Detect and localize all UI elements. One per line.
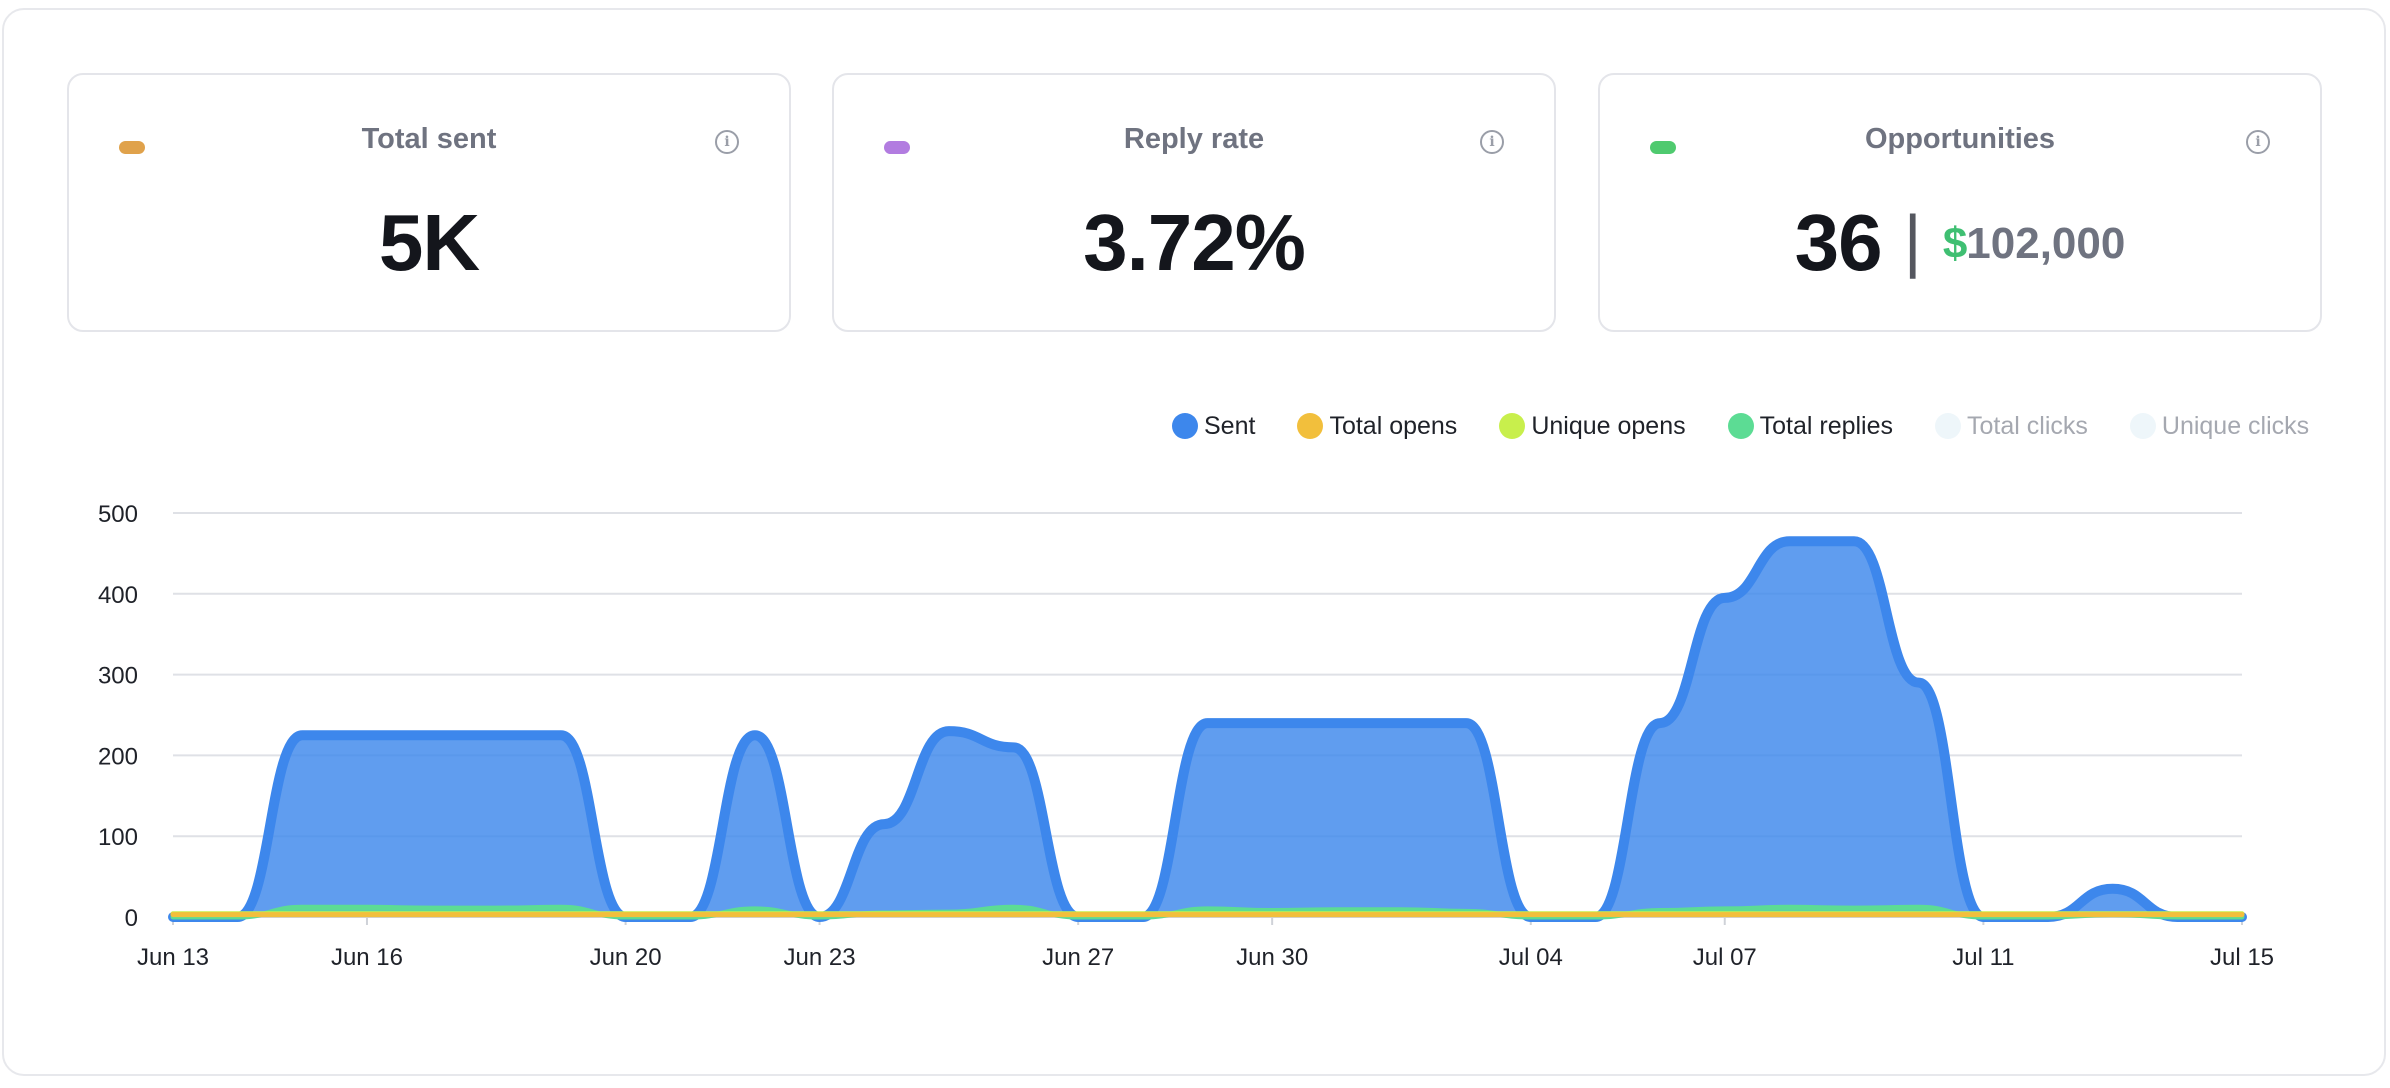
card-title: Opportunities <box>1864 123 2056 155</box>
legend-label: Sent <box>1204 411 1256 440</box>
card-title: Total sent <box>361 123 497 155</box>
info-icon[interactable]: i <box>1480 130 1504 154</box>
y-tick-label: 500 <box>98 501 138 528</box>
chart-legend: Sent Total opens Unique opens Total repl… <box>1172 408 2309 444</box>
card-title: Reply rate <box>1123 123 1265 155</box>
y-tick-label: 100 <box>98 824 138 851</box>
legend-swatch <box>1935 413 1962 439</box>
legend-label: Unique clicks <box>2161 411 2310 440</box>
legend-label: Total opens <box>1329 411 1458 440</box>
series-area-sent <box>173 541 2242 917</box>
x-tick-label: Jul 04 <box>1499 944 1563 971</box>
legend-item-sent[interactable]: Sent <box>1172 412 1255 441</box>
opportunity-amount: 102,000 <box>1966 219 2126 268</box>
legend-item-total-opens[interactable]: Total opens <box>1297 412 1457 441</box>
card-reply-rate: Reply rate i 3.72% <box>832 73 1556 332</box>
legend-item-total-replies[interactable]: Total replies <box>1727 411 1894 441</box>
legend-swatch <box>1172 413 1198 439</box>
legend-item-unique-clicks[interactable]: Unique clicks <box>2129 411 2310 441</box>
total-sent-indicator <box>119 141 145 154</box>
value-separator: | <box>1903 201 1922 279</box>
activity-area-chart: 0 100 200 300 400 500 Jun 13 Jun 16 Jun 20 Jun 23… <box>98 501 2274 971</box>
x-tick-label: Jul 07 <box>1693 944 1757 971</box>
series-line-total-replies <box>170 904 2245 920</box>
legend-label: Unique opens <box>1531 411 1686 440</box>
opportunities-count: 36 <box>1794 198 1883 287</box>
legend-item-total-clicks[interactable]: Total clicks <box>1935 412 2088 441</box>
x-tick-label: Jun 30 <box>1236 944 1308 971</box>
card-total-sent: Total sent i 5K <box>67 73 791 332</box>
legend-swatch <box>2129 413 2156 439</box>
legend-item-unique-opens[interactable]: Unique opens <box>1499 411 1686 441</box>
legend-label: Total clicks <box>1967 411 2088 440</box>
reply-rate-indicator <box>884 141 910 154</box>
series-line-sent <box>168 536 2247 922</box>
card-opportunities: Opportunities i 36 | $102,000 <box>1598 73 2322 332</box>
x-tick-label: Jul 11 <box>1952 944 2014 971</box>
x-tick-label: Jun 27 <box>1042 944 1114 971</box>
info-icon[interactable]: i <box>2246 130 2270 154</box>
card-value-group: 36 | $102,000 <box>1600 203 2320 283</box>
card-value: 5K <box>378 198 480 287</box>
card-value: 3.72% <box>1083 198 1306 287</box>
info-icon[interactable]: i <box>715 130 739 154</box>
legend-swatch <box>1499 413 1526 439</box>
currency-symbol: $ <box>1942 219 1968 268</box>
legend-swatch <box>1297 413 1324 439</box>
y-tick-label: 300 <box>98 663 138 690</box>
x-tick-label: Jun 16 <box>331 944 403 971</box>
x-tick-label: Jun 23 <box>784 944 856 971</box>
legend-swatch <box>1727 413 1754 439</box>
opportunities-indicator <box>1650 141 1676 154</box>
legend-label: Total replies <box>1759 411 1894 440</box>
y-tick-label: 200 <box>98 743 138 770</box>
y-tick-label: 400 <box>98 582 138 609</box>
x-tick-label: Jul 15 <box>2210 944 2274 971</box>
x-tick-label: Jun 20 <box>590 944 662 971</box>
x-tick-label: Jun 13 <box>137 944 209 971</box>
y-tick-label: 0 <box>125 905 138 932</box>
